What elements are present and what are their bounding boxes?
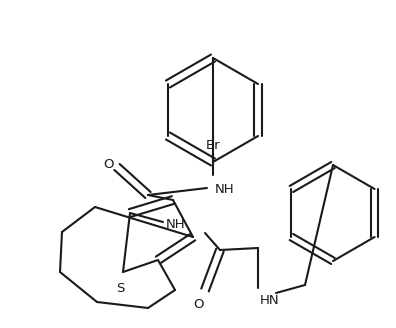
Text: O: O xyxy=(194,298,204,311)
Text: NH: NH xyxy=(166,217,186,231)
Text: NH: NH xyxy=(215,183,234,196)
Text: S: S xyxy=(116,282,124,295)
Text: HN: HN xyxy=(260,294,280,307)
Text: O: O xyxy=(104,158,114,172)
Text: Br: Br xyxy=(206,139,220,152)
